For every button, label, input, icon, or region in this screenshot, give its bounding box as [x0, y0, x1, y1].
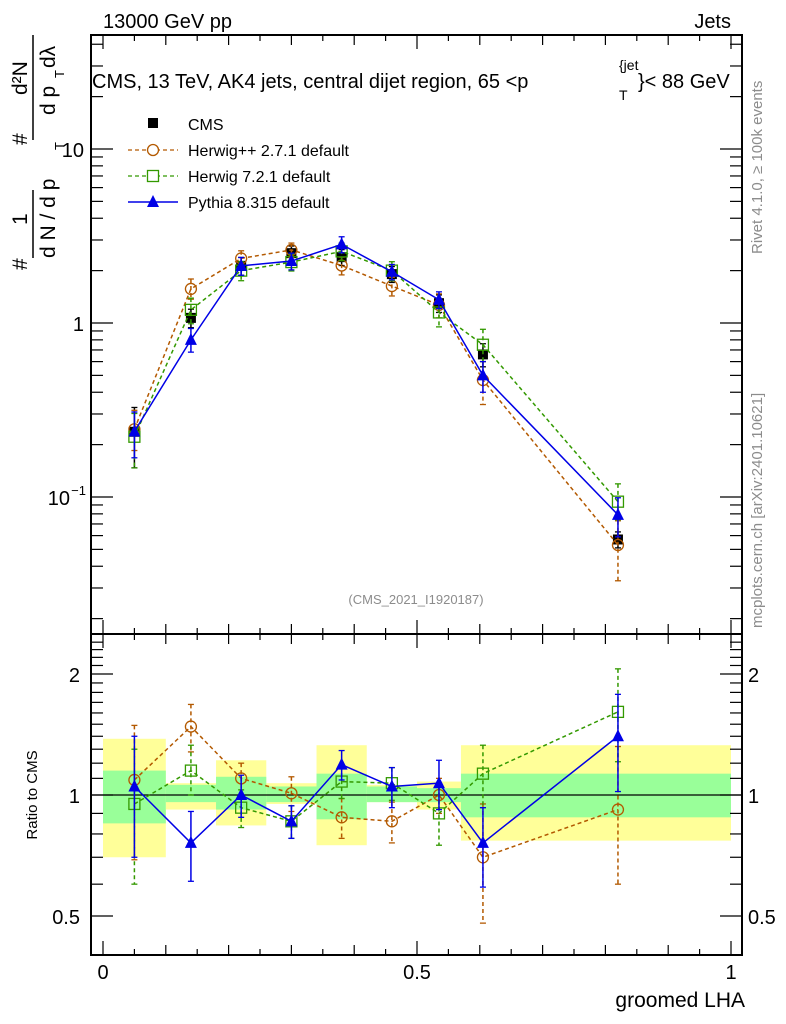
ratio-data-point[interactable]	[476, 767, 490, 780]
x-tick-label: 1	[725, 962, 736, 984]
main-data-point[interactable]	[335, 237, 348, 250]
main-series-line	[133, 243, 619, 516]
main-y-tick-label: 10	[48, 488, 70, 510]
ratio-data-point[interactable]	[184, 764, 198, 777]
series-layer	[128, 236, 625, 924]
main-data-point[interactable]	[476, 368, 489, 381]
ratio-y-axis-label: Ratio to CMS	[24, 750, 41, 839]
main-data-point[interactable]	[611, 538, 625, 552]
main-series-line	[133, 249, 619, 546]
legend-item-pythia[interactable]: Pythia 8.315 default	[128, 195, 330, 212]
svg-text:#: #	[9, 133, 32, 145]
legend-marker-pythia	[147, 195, 159, 207]
ratio-data-point[interactable]	[432, 776, 445, 789]
ratio-data-point[interactable]	[385, 779, 398, 792]
ratio-y-tick-label: 0.5	[52, 907, 80, 929]
main-data-point[interactable]	[611, 507, 624, 520]
ratio-data-point[interactable]	[235, 788, 248, 800]
header-left: 13000 GeV pp	[103, 11, 232, 33]
legend-item-cms[interactable]: CMS	[148, 117, 224, 134]
legend-label-herwig7: Herwig 7.2.1 default	[188, 169, 331, 186]
plot-title-end: }< 88 GeV	[638, 71, 730, 93]
svg-text:d p: d p	[37, 86, 60, 115]
ratio-data-point[interactable]	[611, 803, 625, 816]
ratio-data-point[interactable]	[476, 835, 489, 848]
rivet-version-label: Rivet 4.1.0, ≥ 100k events	[749, 81, 766, 254]
plot-title-sub: T	[619, 87, 628, 103]
main-series-2	[128, 242, 625, 521]
ratio-data-point[interactable]	[128, 779, 141, 792]
ratio-data-point[interactable]	[184, 835, 197, 848]
legend-item-herwigpp[interactable]: Herwig++ 2.7.1 default	[128, 143, 350, 160]
legend-marker-herwig7	[146, 169, 160, 183]
main-series-line	[133, 250, 619, 503]
main-y-axis-label: # 1 d N / d p T # d²N d p T dλ	[9, 35, 67, 270]
main-series-1	[128, 242, 625, 582]
ratio-series-2	[128, 693, 624, 888]
analysis-id-watermark: (CMS_2021_I1920187)	[348, 592, 483, 607]
main-data-point[interactable]	[476, 338, 490, 351]
x-tick-label: 0	[97, 962, 108, 984]
ratio-series-line	[133, 725, 619, 859]
ratio-series-line	[134, 711, 619, 823]
legend-marker-herwigpp	[146, 143, 160, 157]
ratio-data-point[interactable]	[285, 787, 298, 800]
svg-text:d N / d p: d N / d p	[37, 179, 60, 258]
main-y-tick-label: 10	[62, 140, 84, 162]
ratio-stat-band	[165, 784, 217, 803]
main-data-point[interactable]	[385, 264, 398, 277]
ratio-data-point[interactable]	[335, 811, 348, 824]
legend: CMS Herwig++ 2.7.1 default Herwig 7.2.1 …	[128, 117, 350, 212]
ratio-data-point[interactable]	[184, 720, 198, 733]
svg-text:1: 1	[9, 213, 32, 225]
svg-text:d²N: d²N	[9, 61, 32, 95]
ratio-data-point[interactable]	[611, 729, 624, 742]
legend-label-herwigpp: Herwig++ 2.7.1 default	[188, 143, 350, 160]
main-data-point[interactable]	[184, 303, 198, 317]
main-data-point[interactable]	[432, 292, 445, 305]
ratio-data-point[interactable]	[335, 757, 348, 770]
legend-item-herwig7[interactable]: Herwig 7.2.1 default	[128, 169, 331, 186]
main-data-point[interactable]	[184, 282, 198, 296]
plot-title: CMS, 13 TeV, AK4 jets, central dijet reg…	[92, 71, 528, 93]
ratio-y-tick-label: 2	[69, 665, 80, 687]
main-data-point[interactable]	[285, 254, 298, 267]
svg-text:dλ: dλ	[37, 45, 60, 68]
ratio-data-point[interactable]	[385, 815, 399, 828]
main-data-point[interactable]	[184, 332, 197, 345]
legend-label-cms: CMS	[188, 117, 224, 134]
main-data-point[interactable]	[235, 258, 248, 271]
ratio-y-tick-label-right: 0.5	[748, 907, 776, 929]
mcplots-label: mcplots.cern.ch [arXiv:2401.10621]	[749, 393, 766, 628]
plot-title-main: CMS, 13 TeV, AK4 jets, central dijet reg…	[92, 71, 528, 93]
ratio-y-tick-label-right: 1	[748, 786, 759, 808]
ratio-y-tick-label-right: 2	[748, 665, 759, 687]
header-right: Jets	[694, 11, 731, 33]
ratio-data-point[interactable]	[285, 814, 298, 827]
legend-label-pythia: Pythia 8.315 default	[188, 195, 330, 212]
legend-marker-cms	[148, 118, 158, 128]
main-series-3	[128, 236, 624, 538]
main-data-point[interactable]	[477, 349, 488, 360]
main-y-tick-exponent: −1	[71, 483, 86, 498]
main-data-point[interactable]	[128, 424, 141, 437]
x-tick-label: 0.5	[403, 962, 431, 984]
main-data-point[interactable]	[185, 312, 196, 323]
svg-text:T: T	[52, 70, 67, 78]
svg-text:T: T	[52, 142, 67, 150]
main-series-0	[129, 245, 623, 549]
main-y-tick-label: 1	[73, 314, 84, 336]
plot-title-sup: {jet	[619, 57, 639, 73]
ratio-uncertainty-bands	[91, 738, 742, 858]
ratio-y-tick-label: 1	[69, 786, 80, 808]
svg-text:#: #	[9, 258, 32, 270]
x-axis-label: groomed LHA	[615, 989, 745, 1012]
